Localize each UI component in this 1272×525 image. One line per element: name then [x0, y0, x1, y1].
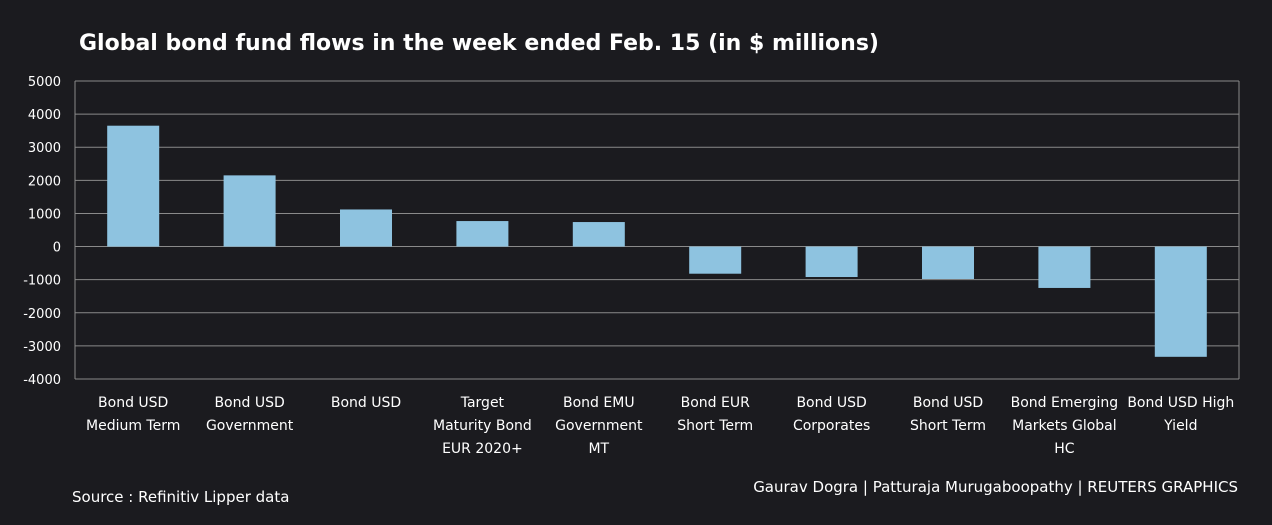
x-category-line: Corporates	[793, 418, 870, 434]
bar	[689, 246, 742, 274]
x-category-line: EUR 2020+	[442, 441, 523, 457]
x-category-label: Bond USD Medium Term	[86, 395, 180, 434]
y-tick-label: -3000	[23, 340, 61, 355]
bars	[107, 125, 1207, 357]
bar	[805, 246, 858, 278]
bar	[1154, 246, 1207, 357]
bar	[1038, 246, 1091, 288]
y-tick-label: -4000	[23, 373, 61, 388]
x-category-label: Bond USD Government	[206, 395, 294, 434]
x-category-line: Yield	[1163, 418, 1197, 434]
x-category-line: Bond USD High	[1127, 395, 1234, 411]
y-tick-label: 5000	[28, 75, 61, 90]
x-category-line: Bond USD	[331, 395, 401, 411]
x-category-line: Bond EUR	[681, 395, 750, 411]
x-category-line: Bond USD	[214, 395, 284, 411]
bar	[456, 221, 509, 247]
bar	[340, 209, 392, 247]
x-category-label: Target Maturity Bond EUR 2020+	[433, 395, 532, 457]
x-category-label: Bond USD	[331, 395, 401, 411]
y-tick-label: 4000	[28, 108, 61, 123]
x-category-line: Government	[206, 418, 294, 434]
y-axis-ticks: 5000 4000 3000 2000 1000 0 -1000 -2000 -3000 -400…	[23, 75, 61, 388]
x-category-label: Bond USD High Yield	[1127, 395, 1234, 434]
y-tick-label: 0	[53, 241, 61, 256]
x-category-label: Bond USD Short Term	[910, 395, 986, 434]
x-category-line: Short Term	[910, 418, 986, 434]
bar	[223, 175, 276, 247]
x-category-label: Bond EMU Government MT	[555, 395, 643, 457]
y-tick-label: 3000	[28, 141, 61, 156]
x-category-line: Government	[555, 418, 643, 434]
bar	[107, 125, 160, 247]
chart-title: Global bond fund flows in the week ended…	[79, 31, 879, 56]
y-tick-label: -2000	[23, 307, 61, 322]
y-tick-label: -1000	[23, 274, 61, 289]
x-category-line: Markets Global	[1012, 418, 1117, 434]
x-category-label: Bond USD Corporates	[793, 395, 870, 434]
x-category-line: Bond USD	[913, 395, 983, 411]
x-category-line: Bond USD	[796, 395, 866, 411]
x-category-line: HC	[1054, 441, 1075, 457]
bar	[922, 246, 974, 280]
y-tick-label: 2000	[28, 174, 61, 189]
x-category-label: Bond EUR Short Term	[677, 395, 753, 434]
y-tick-label: 1000	[28, 207, 61, 222]
x-category-label: Bond Emerging Markets Global HC	[1011, 395, 1119, 457]
credit-line: Gaurav Dogra | Patturaja Murugaboopathy …	[753, 478, 1238, 496]
gridlines	[74, 80, 1240, 380]
x-category-line: Bond EMU	[563, 395, 635, 411]
x-category-line: Bond Emerging	[1011, 395, 1119, 411]
x-category-line: Bond USD	[98, 395, 168, 411]
x-category-line: MT	[588, 441, 609, 457]
x-category-line: Maturity Bond	[433, 418, 532, 434]
bar	[572, 222, 625, 247]
x-category-line: Short Term	[677, 418, 753, 434]
source-note: Source : Refinitiv Lipper data	[72, 488, 290, 506]
x-category-line: Target	[460, 395, 505, 411]
x-category-line: Medium Term	[86, 418, 180, 434]
